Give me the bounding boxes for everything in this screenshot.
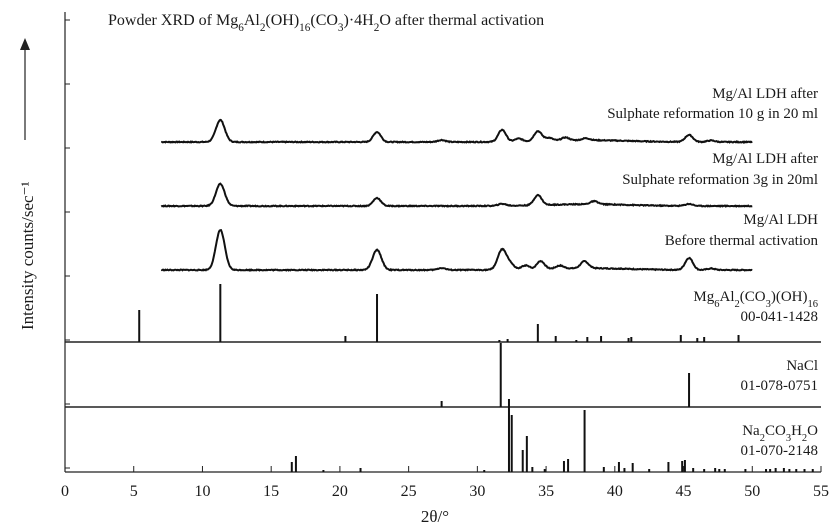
x-tick-label: 50 [744, 483, 760, 500]
x-axis-ticks: 0 5 10 15 20 25 30 35 40 45 50 55 [61, 466, 829, 500]
series-label: Before thermal activation [665, 233, 819, 249]
series-label: Mg/Al LDH after [712, 151, 818, 167]
x-tick-label: 0 [61, 483, 69, 500]
x-tick-label: 5 [130, 483, 138, 500]
reference-code-label: 01-078-0751 [741, 378, 819, 394]
measured-pattern-line [160, 182, 753, 208]
y-axis-label-group: Intensity counts/sec⁻¹ [18, 181, 37, 330]
x-tick-label: 35 [538, 483, 554, 500]
x-tick-label: 15 [263, 483, 279, 500]
x-tick-label: 20 [332, 483, 348, 500]
y-axis-ticks [65, 19, 70, 469]
series-label: Sulphate reformation 3g in 20ml [622, 172, 818, 188]
x-tick-label: 55 [813, 483, 829, 500]
reference-code-label: 00-041-1428 [741, 309, 819, 325]
reference-panel-dividers [65, 341, 821, 408]
x-tick-label: 25 [401, 483, 417, 500]
reference-formula-label: Na2CO3H2O [742, 423, 818, 444]
series-label: Sulphate reformation 10 g in 20 ml [607, 106, 818, 122]
chart-title: Powder XRD of Mg6Al2(OH)16(CO3)·4H2O aft… [108, 12, 544, 34]
x-tick-label: 40 [607, 483, 623, 500]
x-axis-label: 2θ/° [421, 507, 449, 526]
reference-formula-label: NaCl [786, 358, 818, 374]
reference-formula-label: Mg6Al2(CO3)(OH)16 [693, 289, 818, 310]
reference-code-label: 01-070-2148 [741, 443, 819, 459]
reference-patterns [138, 284, 814, 472]
series-label: Mg/Al LDH after [712, 86, 818, 102]
y-axis-arrow [20, 38, 30, 140]
measured-patterns [160, 118, 753, 272]
pattern-labels: Mg/Al LDH after Sulphate reformation 10 g… [607, 86, 818, 459]
x-tick-label: 10 [194, 483, 210, 500]
series-label: Mg/Al LDH [743, 212, 818, 228]
measured-pattern-line [161, 118, 753, 144]
y-axis-label: Intensity counts/sec⁻¹ [18, 181, 37, 330]
x-tick-label: 30 [469, 483, 485, 500]
measured-pattern-line [160, 228, 753, 272]
x-tick-label: 45 [676, 483, 692, 500]
